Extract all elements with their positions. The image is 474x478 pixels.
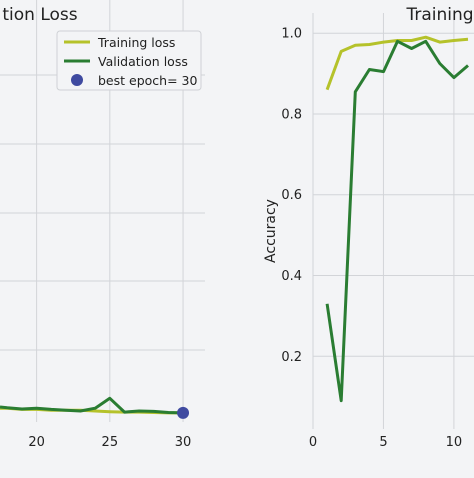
accuracy-y-tick-label: 0.2 bbox=[281, 350, 302, 365]
legend-best-epoch-marker bbox=[71, 74, 83, 86]
accuracy-ticks: 0 5 10 0.2 0.4 0.6 0.8 1.0 bbox=[281, 27, 462, 450]
accuracy-panel: 0 5 10 0.2 0.4 0.6 0.8 1.0 Training Accuracy bbox=[263, 5, 474, 450]
legend-best-epoch-label: best epoch= 30 bbox=[98, 73, 197, 88]
legend-validation-label: Validation loss bbox=[98, 54, 188, 69]
accuracy-y-tick-label: 0.4 bbox=[281, 269, 302, 284]
accuracy-y-axis-label: Accuracy bbox=[263, 199, 279, 263]
accuracy-grid bbox=[312, 13, 474, 429]
accuracy-y-tick-label: 0.6 bbox=[281, 188, 302, 203]
loss-title: tion Loss bbox=[2, 5, 77, 25]
loss-x-tick-label: 20 bbox=[28, 435, 45, 450]
loss-x-tick-label: 25 bbox=[102, 435, 119, 450]
loss-x-tick-label: 30 bbox=[175, 435, 192, 450]
accuracy-y-tick-label: 0.8 bbox=[281, 107, 302, 122]
loss-legend: Training loss Validation loss best epoch… bbox=[56, 30, 202, 91]
loss-x-ticks: 20 25 30 bbox=[28, 435, 191, 450]
accuracy-title: Training bbox=[405, 5, 473, 25]
accuracy-x-tick-label: 0 bbox=[309, 435, 317, 450]
accuracy-x-tick-label: 5 bbox=[379, 435, 387, 450]
loss-validation-line bbox=[0, 396, 184, 415]
accuracy-validation-line bbox=[325, 39, 469, 403]
loss-panel: 20 25 30 tion Loss Training loss Validatio… bbox=[0, 0, 205, 450]
accuracy-y-tick-label: 1.0 bbox=[281, 27, 302, 42]
accuracy-training-line bbox=[325, 35, 469, 91]
legend-frame bbox=[56, 30, 202, 91]
accuracy-x-tick-label: 10 bbox=[446, 435, 463, 450]
best-epoch-marker bbox=[177, 406, 190, 419]
legend-training-label: Training loss bbox=[97, 35, 175, 50]
loss-lines bbox=[0, 396, 190, 419]
accuracy-lines bbox=[325, 35, 469, 403]
